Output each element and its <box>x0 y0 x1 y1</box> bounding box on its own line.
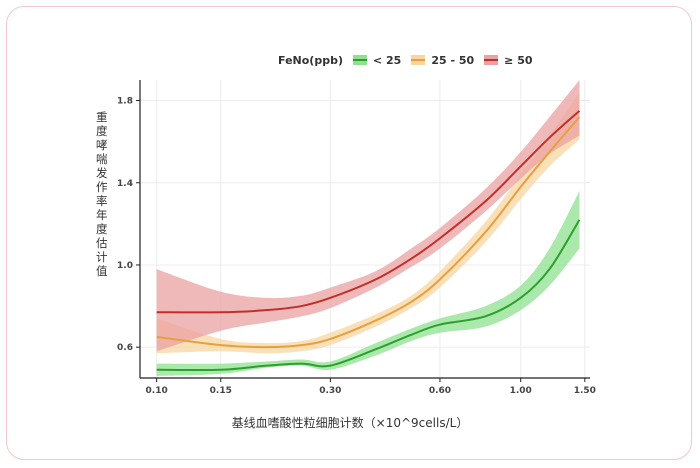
legend-swatch-25-50 <box>411 55 426 65</box>
legend-label-25-50: 25 - 50 <box>431 53 475 67</box>
x-axis-label: 基线血嗜酸性粒细胞计数（×10^9cells/L） <box>231 416 469 430</box>
y-tick-label: 1.0 <box>117 261 133 271</box>
y-tick-label: 0.6 <box>117 343 133 353</box>
legend-swatch-ge50 <box>484 55 499 65</box>
legend-swatch-lt25 <box>352 55 367 65</box>
legend-label-ge50: ≥ 50 <box>504 53 533 67</box>
x-tick-label: 0.15 <box>210 386 232 396</box>
series-line-lt25 <box>156 219 581 372</box>
y-tick-label: 1.4 <box>117 179 133 189</box>
x-tick-label: 1.50 <box>574 386 596 396</box>
series-line-ge50 <box>156 110 581 314</box>
x-tick-label: 1.00 <box>510 386 532 396</box>
legend-label-lt25: < 25 <box>372 53 402 67</box>
x-tick-label: 0.10 <box>146 386 168 396</box>
x-tick-label: 0.30 <box>319 386 341 396</box>
legend: FeNo(ppb) < 25 25 - 50 ≥ 50 <box>278 52 533 68</box>
confidence-band-ge50 <box>156 80 580 352</box>
y-tick-label: 1.8 <box>117 97 133 107</box>
legend-title: FeNo(ppb) <box>278 53 343 67</box>
x-tick-label: 0.60 <box>429 386 451 396</box>
y-axis-label: 重度哮喘发作率年度估计值 <box>96 110 108 278</box>
confidence-band-25-50 <box>156 92 580 354</box>
series-line-25-50 <box>156 116 581 349</box>
